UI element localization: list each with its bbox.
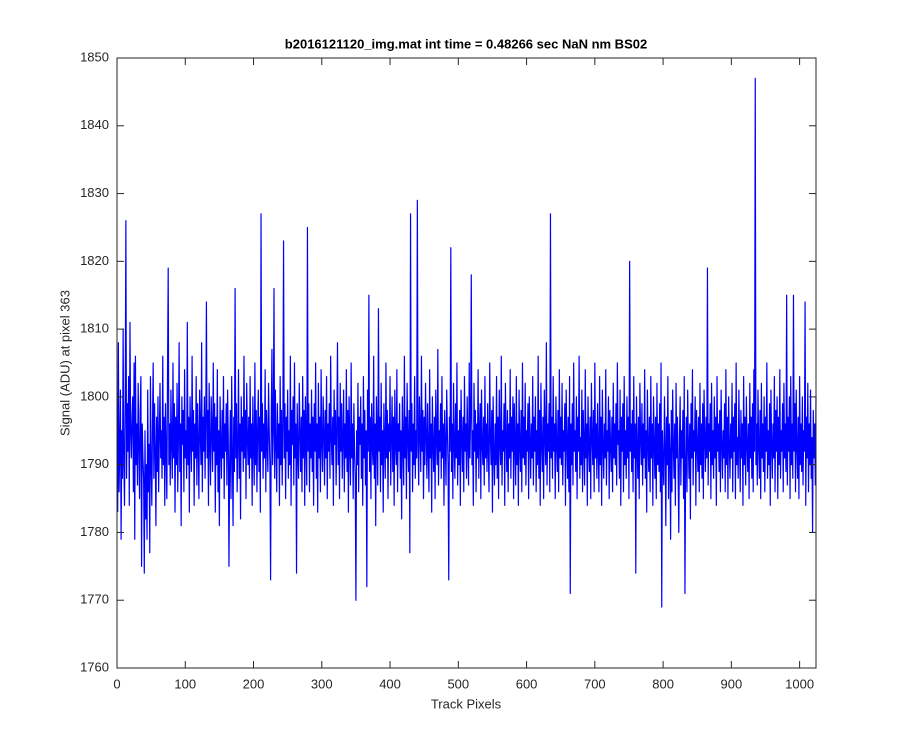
y-tick-label: 1840 bbox=[80, 117, 109, 132]
x-tick-label: 200 bbox=[243, 676, 265, 691]
chart-title: b2016121120_img.mat int time = 0.48266 s… bbox=[285, 36, 647, 51]
x-axis-label: Track Pixels bbox=[431, 696, 502, 711]
x-tick-label: 900 bbox=[721, 676, 743, 691]
x-tick-label: 300 bbox=[311, 676, 333, 691]
y-tick-label: 1820 bbox=[80, 253, 109, 268]
y-tick-label: 1830 bbox=[80, 185, 109, 200]
x-tick-label: 400 bbox=[379, 676, 401, 691]
x-tick-label: 100 bbox=[174, 676, 196, 691]
plot-area bbox=[117, 58, 816, 668]
y-tick-label: 1800 bbox=[80, 388, 109, 403]
y-tick-label: 1760 bbox=[80, 659, 109, 674]
x-tick-label: 700 bbox=[584, 676, 606, 691]
data-line bbox=[117, 77, 817, 608]
y-tick-label: 1770 bbox=[80, 592, 109, 607]
y-tick-label: 1810 bbox=[80, 321, 109, 336]
x-tick-label: 1000 bbox=[785, 676, 814, 691]
y-tick-label: 1850 bbox=[80, 49, 109, 64]
x-tick-label: 500 bbox=[447, 676, 469, 691]
x-tick-label: 800 bbox=[652, 676, 674, 691]
y-tick-label: 1780 bbox=[80, 524, 109, 539]
y-axis-label: Signal (ADU) at pixel 363 bbox=[57, 290, 72, 436]
x-tick-label: 0 bbox=[113, 676, 120, 691]
axes-box bbox=[116, 57, 817, 669]
x-tick-label: 600 bbox=[516, 676, 538, 691]
y-tick-label: 1790 bbox=[80, 456, 109, 471]
